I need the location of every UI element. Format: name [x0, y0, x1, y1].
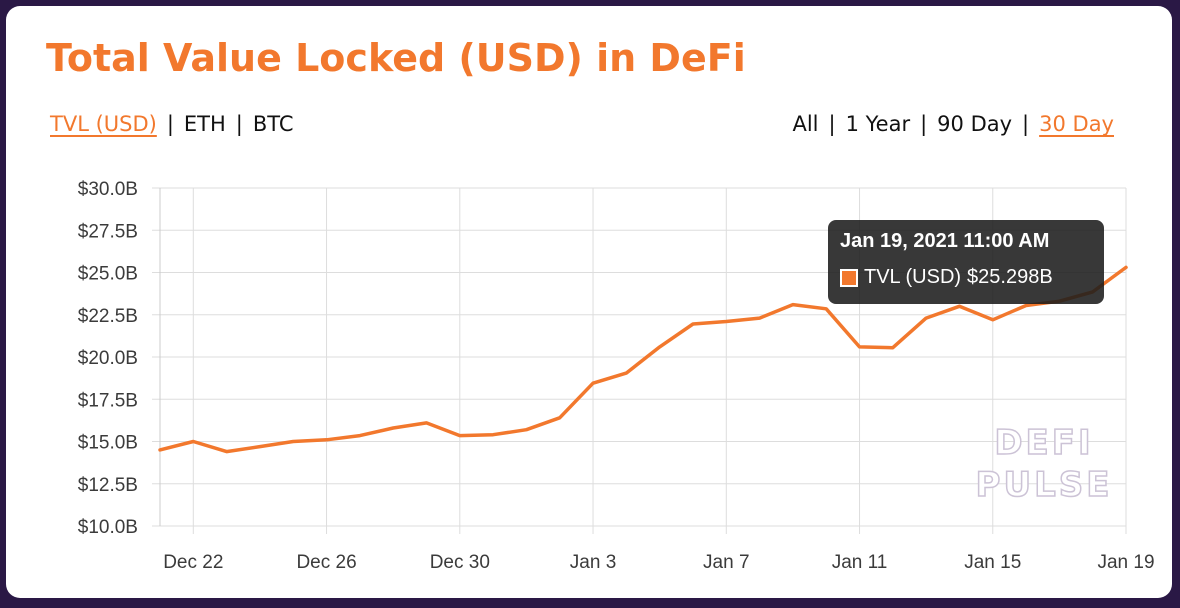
- y-tick-label: $27.5B: [78, 221, 138, 242]
- toggle-eth[interactable]: ETH: [183, 112, 226, 136]
- toggle-tvl-usd[interactable]: TVL (USD): [50, 112, 157, 136]
- x-tick-label: Dec 22: [163, 552, 223, 573]
- page-title: Total Value Locked (USD) in DeFi: [46, 36, 746, 80]
- series-swatch-icon: [840, 268, 858, 287]
- x-tick-label: Jan 11: [832, 552, 888, 573]
- y-tick-label: $17.5B: [78, 390, 138, 411]
- x-tick-label: Dec 26: [296, 552, 356, 573]
- x-tick-label: Jan 7: [703, 552, 749, 573]
- toggle-btc[interactable]: BTC: [252, 112, 294, 136]
- tooltip-title: Jan 19, 2021 11:00 AM: [840, 230, 1050, 252]
- y-tick-label: $12.5B: [78, 475, 138, 496]
- x-tick-label: Jan 19: [1097, 552, 1154, 573]
- y-tick-label: $25.0B: [78, 264, 138, 285]
- x-tick-label: Jan 3: [570, 552, 616, 573]
- series-line-tvl-usd[interactable]: [158, 265, 1128, 454]
- range-90-day[interactable]: 90 Day: [937, 112, 1013, 136]
- y-tick-label: $20.0B: [78, 348, 138, 369]
- defi-pulse-watermark: DEFI PULSE: [974, 422, 1114, 506]
- tooltip-value: $25.298B: [967, 266, 1053, 288]
- watermark-line: DEFI: [994, 422, 1094, 464]
- x-axis: Dec 22 Dec 26 Dec 30 Jan 3 Jan 7 Jan 11 Jan 15…: [163, 552, 1154, 573]
- x-tick-label: Jan 15: [964, 552, 1021, 573]
- range-all[interactable]: All: [792, 112, 819, 136]
- series-layer: [158, 265, 1128, 454]
- separator: |: [1022, 112, 1030, 136]
- tooltip-series-label: TVL (USD): [864, 266, 962, 288]
- y-tick-label: $30.0B: [78, 179, 138, 200]
- y-tick-label: $10.0B: [78, 517, 138, 538]
- range-toggle: All | 1 Year | 90 Day | 30 Day: [792, 112, 1114, 136]
- separator: |: [828, 112, 836, 136]
- separator: |: [920, 112, 928, 136]
- separator: |: [235, 112, 243, 136]
- metric-toggle: TVL (USD) | ETH | BTC: [50, 112, 294, 136]
- y-tick-label: $22.5B: [78, 306, 138, 327]
- range-30-day[interactable]: 30 Day: [1039, 112, 1114, 136]
- range-1-year[interactable]: 1 Year: [845, 112, 911, 136]
- separator: |: [166, 112, 174, 136]
- x-tick-label: Dec 30: [430, 552, 490, 573]
- watermark-line: PULSE: [975, 464, 1113, 506]
- chart-tooltip: Jan 19, 2021 11:00 AM TVL (USD) $25.298B: [828, 220, 1104, 304]
- y-axis: $30.0B $27.5B $25.0B $22.5B $20.0B $17.5B $15.…: [78, 179, 138, 538]
- tooltip-body: TVL (USD) $25.298B: [840, 266, 1053, 289]
- y-tick-label: $15.0B: [78, 433, 138, 454]
